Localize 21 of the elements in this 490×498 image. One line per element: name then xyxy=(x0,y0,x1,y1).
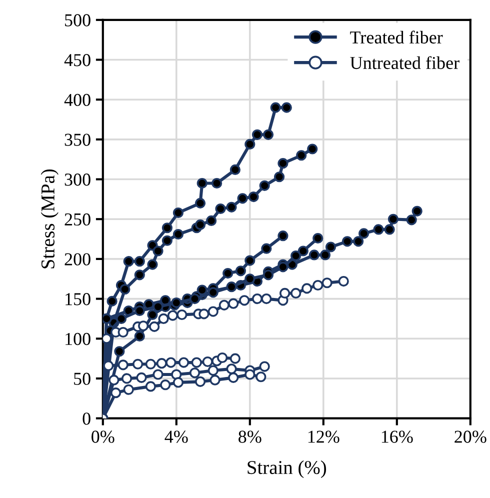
y-tick-label: 350 xyxy=(64,134,90,146)
y-tick-label: 400 xyxy=(64,94,90,106)
x-tick-label: 16% xyxy=(382,430,413,443)
y-axis-title: Stress (MPa) xyxy=(40,169,58,268)
x-tick-label: 20% xyxy=(454,430,486,443)
y-tick-label: 200 xyxy=(64,253,90,266)
y-tick-label: 100 xyxy=(66,332,90,346)
y-tick-label: 50 xyxy=(74,372,90,385)
y-tick-label: 300 xyxy=(64,174,90,186)
x-axis-title: Strain (%) xyxy=(248,460,326,478)
y-tick-label: 0 xyxy=(82,412,90,425)
y-tick-label: 450 xyxy=(64,54,90,66)
legend-label: Treated fiber xyxy=(350,30,443,44)
y-tick-label: 150 xyxy=(66,293,90,306)
x-tick-label: 0% xyxy=(92,430,114,443)
x-tick-label: 4% xyxy=(164,430,188,443)
y-tick-label: 500 xyxy=(65,14,90,26)
legend-label: Untreated fiber xyxy=(350,56,460,70)
y-tick-label: 250 xyxy=(64,213,90,226)
x-tick-label: 12% xyxy=(308,430,340,443)
x-tick-label: 8% xyxy=(238,430,262,443)
